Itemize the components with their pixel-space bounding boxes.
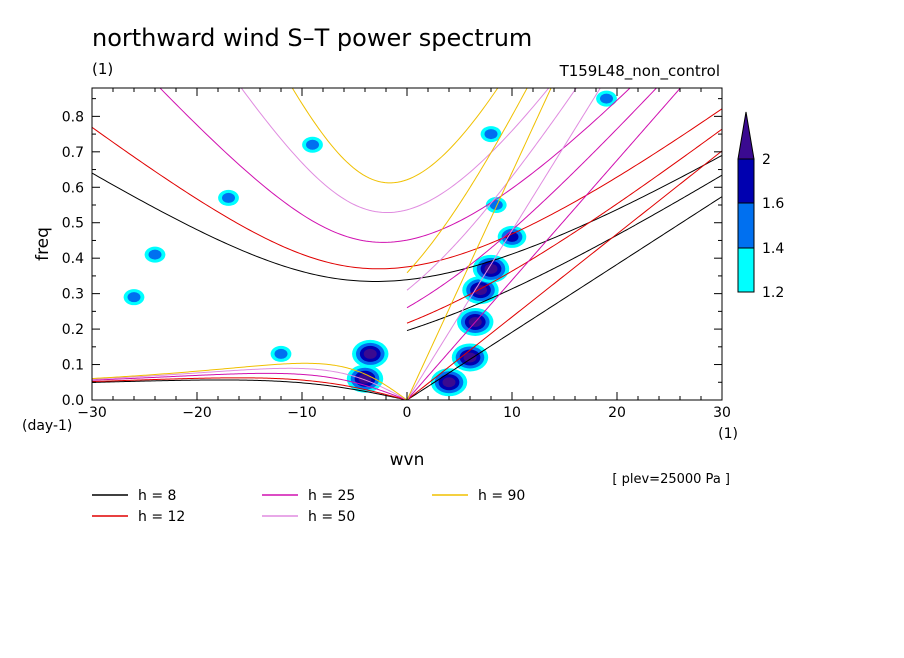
rossby-curve-h12 [92,377,408,400]
y-tick-label: 0.3 [62,287,84,303]
power-contour-blob [489,200,503,210]
ig-curve-h90 [291,88,499,184]
power-contour-blob [484,263,498,274]
y-tick-label: 0.5 [62,216,84,232]
colorbar: 1.2 1.4 1.6 2 [737,111,784,301]
y-axis-title: freq [33,227,53,261]
legend-label-h25: h = 25 [308,488,355,504]
power-contour-blob [600,93,613,104]
x-tick-label: 10 [503,405,521,421]
y-tick-label: 0.4 [62,251,84,267]
kelvin-curve-h12 [406,150,722,400]
x-units-label: (1) [718,426,738,442]
plot-area [91,56,723,401]
x-tick-label: −20 [182,405,212,421]
run-label: T159L48_non_control [559,62,720,81]
ig-curve-h8 [92,154,722,282]
kelvin-curve-h25 [406,88,682,400]
colorbar-label: 1.2 [762,285,784,301]
power-contour-blob [306,139,319,150]
units-label: (1) [92,60,113,78]
y-tick-label: 0.0 [62,393,84,409]
legend-label-h90: h = 90 [478,488,525,504]
mrg-curve-h8 [406,174,722,332]
power-contour-blob [442,377,456,388]
ig-curve-h25 [159,88,631,243]
x-tick-label: 30 [713,405,731,421]
kelvin-curve-h8 [406,196,722,400]
colorbar-segment [737,158,755,204]
y-tick-label: 0.8 [62,109,84,125]
mrg-curve-h12 [406,128,722,324]
colorbar-segment [737,202,755,249]
kelvin-curve-h90 [406,88,552,400]
rossby-curve-h8 [92,379,408,400]
rossby-curve-h50 [92,367,408,400]
rossby-curve-h25 [92,372,408,400]
mrg-curve-h90 [406,88,528,274]
power-contour-blob [344,59,365,75]
legend-label-h8: h = 8 [138,488,176,504]
y-axis: 0.0 0.1 0.2 0.3 0.4 0.5 0.6 0.7 0.8 [62,98,722,409]
power-contour-blob [348,62,361,72]
power-contour-blob [505,231,519,242]
colorbar-label: 1.4 [762,241,784,257]
x-axis-title: wvn [390,450,425,470]
x-tick-label: 20 [608,405,626,421]
power-contour-blob [484,129,498,140]
x-tick-label: −30 [77,405,107,421]
x-tick-label: −10 [287,405,317,421]
legend-label-h12: h = 12 [138,509,185,525]
y-units-label: (day-1) [22,418,72,434]
power-contour-blob [363,348,377,359]
y-tick-label: 0.2 [62,322,84,338]
legend: h = 8 h = 12 h = 25 h = 50 h = 90 [92,488,525,525]
mrg-curve-h25 [406,88,658,309]
plev-note: [ plev=25000 Pa ] [612,472,730,487]
y-tick-label: 0.7 [62,145,84,161]
y-tick-label: 0.6 [62,180,84,196]
power-contours [123,56,617,397]
chart-title: northward wind S–T power spectrum [92,24,532,52]
ig-curve-h12 [92,108,722,270]
kelvin-curve-h50 [406,88,601,400]
rossby-curve-h90 [92,362,408,400]
power-contour-blob [222,192,235,203]
power-contour-blob [340,56,369,78]
dispersion-curves [92,88,722,400]
power-contour-blob [127,292,141,303]
x-axis: −30 −20 −10 0 10 20 30 [77,88,731,421]
plot-background [92,88,722,400]
colorbar-arrow [737,111,755,160]
mrg-curve-h50 [406,88,577,291]
power-contour-blob [148,249,162,260]
power-contour-blob [463,352,477,363]
colorbar-segment [737,247,755,293]
colorbar-label: 1.6 [762,196,784,212]
x-tick-label: 0 [403,405,412,421]
legend-label-h50: h = 50 [308,509,355,525]
y-tick-label: 0.1 [62,358,84,374]
colorbar-label: 2 [762,152,771,168]
power-contour-blob [274,348,288,359]
ig-curve-h50 [240,88,550,214]
